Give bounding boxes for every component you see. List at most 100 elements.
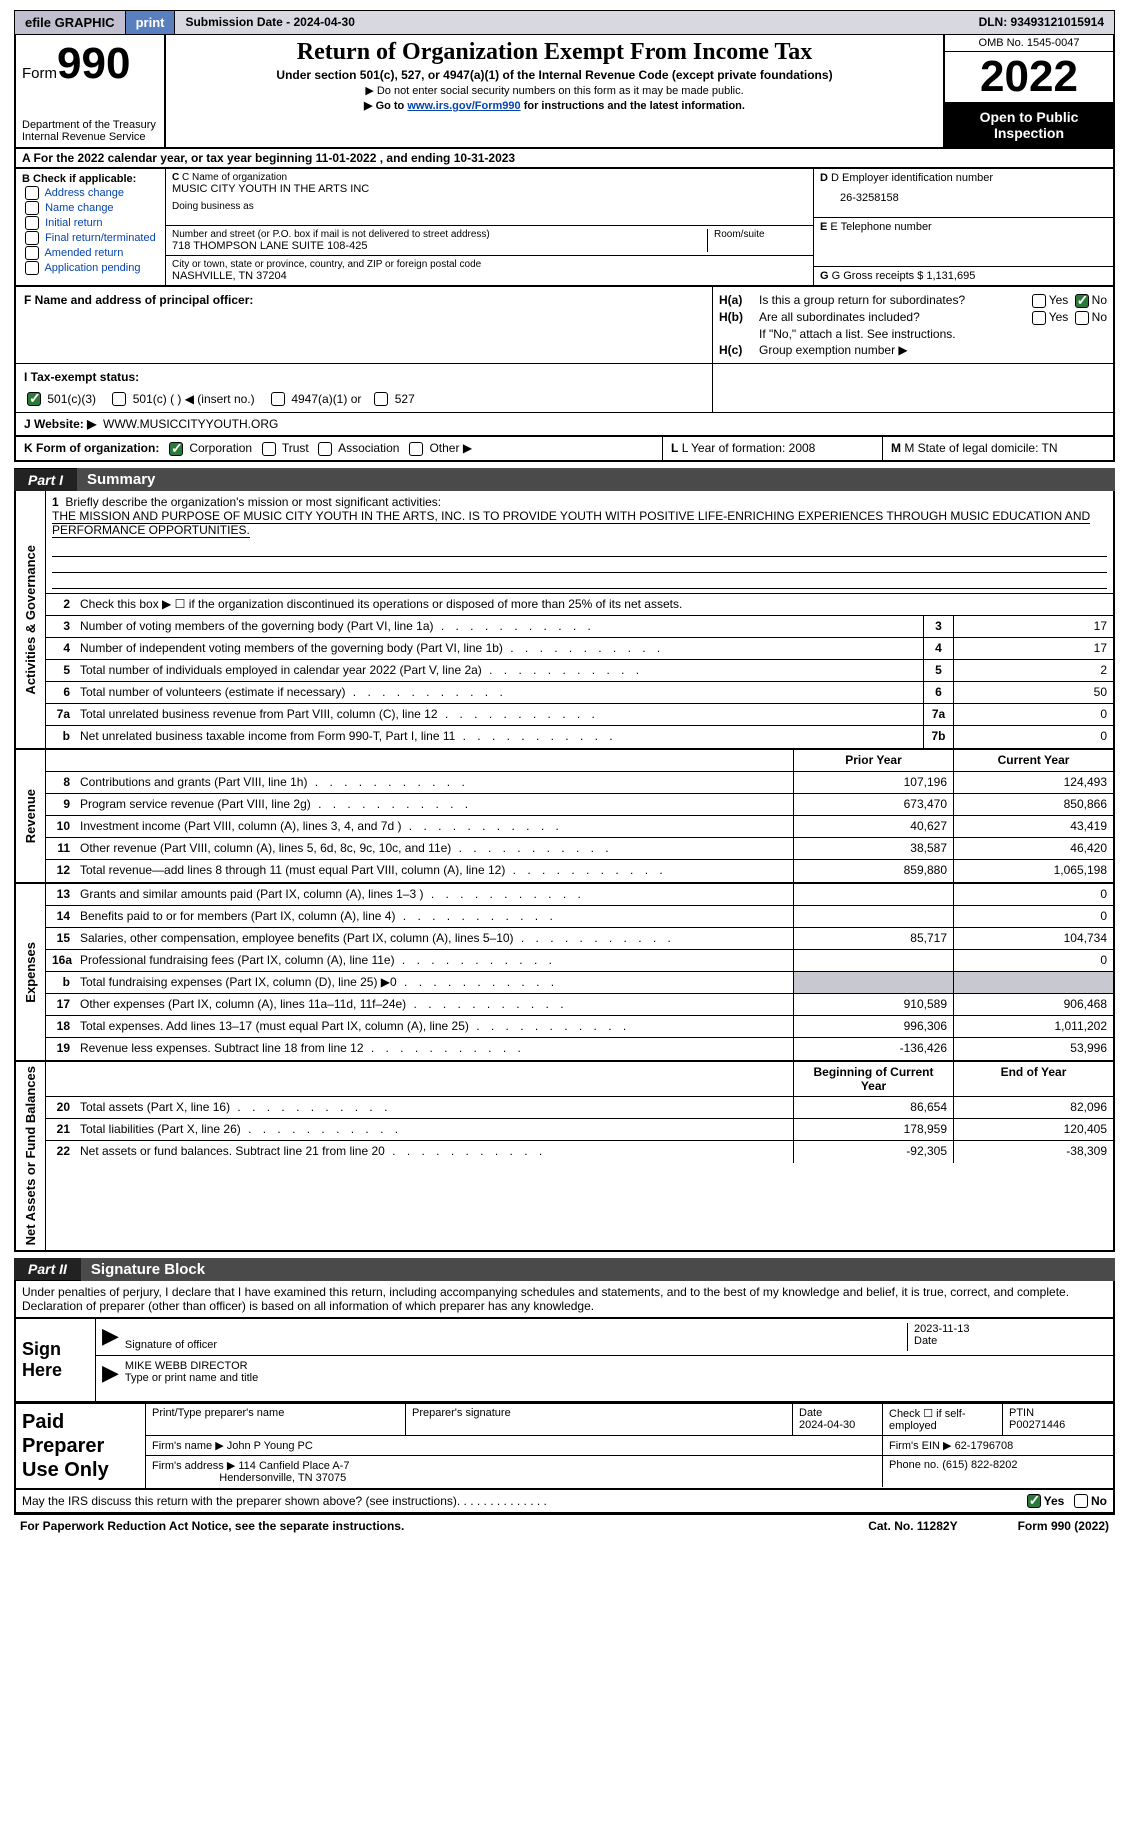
city-value: NASHVILLE, TN 37204 (172, 270, 807, 282)
table-row: 11Other revenue (Part VIII, column (A), … (46, 838, 1113, 860)
cb-amended[interactable]: Amended return (22, 246, 159, 260)
dln-label: DLN: 93493121015914 (969, 11, 1114, 34)
ein-label: D D Employer identification number (820, 172, 1107, 184)
year-formation: L L Year of formation: 2008 (663, 437, 883, 460)
cb-discuss-yes[interactable] (1027, 1494, 1041, 1508)
line1-num: 1 (52, 495, 59, 509)
irs-link[interactable]: www.irs.gov/Form990 (407, 100, 520, 112)
cb-name-change[interactable]: Name change (22, 201, 159, 215)
table-row: bNet unrelated business taxable income f… (46, 726, 1113, 748)
form-footer: Form 990 (2022) (1018, 1519, 1109, 1533)
line2-text: Check this box ▶ ☐ if the organization d… (76, 594, 1113, 615)
table-row: 5Total number of individuals employed in… (46, 660, 1113, 682)
dots: . . . . . . . . . . . . . . (457, 1494, 1024, 1508)
firm-addr-value: 114 Canfield Place A-7 (238, 1460, 349, 1472)
prep-sig-label: Preparer's signature (406, 1404, 793, 1435)
table-row: 9Program service revenue (Part VIII, lin… (46, 794, 1113, 816)
table-row: 17Other expenses (Part IX, column (A), l… (46, 994, 1113, 1016)
org-name-value: MUSIC CITY YOUTH IN THE ARTS INC (172, 183, 807, 195)
cb-initial-return[interactable]: Initial return (22, 216, 159, 230)
sign-here-label: Sign Here (16, 1319, 96, 1401)
table-row: 22Net assets or fund balances. Subtract … (46, 1141, 1113, 1163)
irs-label: Internal Revenue Service (22, 131, 158, 143)
cb-527[interactable] (374, 392, 388, 406)
org-name-label: C C Name of organization (172, 172, 807, 183)
top-bar: efile GRAPHIC print Submission Date - 20… (14, 10, 1115, 35)
cb-501c3[interactable] (27, 392, 41, 406)
form-title: Return of Organization Exempt From Incom… (170, 39, 939, 66)
state-domicile: M M State of legal domicile: TN (883, 437, 1113, 460)
submission-date: Submission Date - 2024-04-30 (175, 11, 364, 34)
cat-number: Cat. No. 11282Y (868, 1519, 957, 1533)
row-a-period: A For the 2022 calendar year, or tax yea… (14, 149, 1115, 169)
col-b-checkboxes: B Check if applicable: Address change Na… (16, 169, 166, 285)
ein-value: 26-3258158 (820, 184, 1107, 204)
name-type-label: Type or print name and title (125, 1372, 1107, 1384)
table-row: 4Number of independent voting members of… (46, 638, 1113, 660)
firm-ein-value: 62-1796708 (955, 1440, 1014, 1452)
table-row: bTotal fundraising expenses (Part IX, co… (46, 972, 1113, 994)
paid-preparer-label: Paid Preparer Use Only (16, 1404, 146, 1488)
cb-app-pending[interactable]: Application pending (22, 261, 159, 275)
tax-year: 2022 (945, 52, 1113, 103)
open-inspection: Open to Public Inspection (945, 103, 1113, 147)
firm-city: Hendersonville, TN 37075 (219, 1472, 346, 1484)
cb-corp[interactable] (169, 442, 183, 456)
cb-discuss-no[interactable] (1074, 1494, 1088, 1508)
cb-4947[interactable] (271, 392, 285, 406)
firm-name-value: John P Young PC (227, 1440, 313, 1452)
discuss-question: May the IRS discuss this return with the… (22, 1494, 457, 1508)
officer-name: MIKE WEBB DIRECTOR (125, 1360, 1107, 1372)
prep-check-self[interactable]: Check ☐ if self-employed (883, 1404, 1003, 1435)
ptin-value: P00271446 (1009, 1419, 1065, 1431)
cb-assoc[interactable] (318, 442, 332, 456)
cb-final-return[interactable]: Final return/terminated (22, 231, 159, 245)
table-row: 15Salaries, other compensation, employee… (46, 928, 1113, 950)
part1-header: Part I Summary (14, 468, 1115, 491)
efile-label: efile GRAPHIC (15, 11, 126, 34)
sec-expenses: Expenses (16, 884, 46, 1060)
addr-value: 718 THOMPSON LANE SUITE 108-425 (172, 240, 707, 252)
table-row: 18Total expenses. Add lines 13–17 (must … (46, 1016, 1113, 1038)
penalties-text: Under penalties of perjury, I declare th… (14, 1281, 1115, 1319)
sig-date-value: 2023-11-13 (914, 1323, 1107, 1335)
table-row: 12Total revenue—add lines 8 through 11 (… (46, 860, 1113, 882)
table-row: 13Grants and similar amounts paid (Part … (46, 884, 1113, 906)
firm-addr-label: Firm's address ▶ (152, 1460, 235, 1472)
phone-label: E E Telephone number (820, 221, 1107, 233)
dept-label: Department of the Treasury (22, 119, 158, 131)
line1-label: Briefly describe the organization's miss… (65, 495, 441, 509)
pra-notice: For Paperwork Reduction Act Notice, see … (20, 1519, 404, 1533)
firm-name-label: Firm's name ▶ (152, 1440, 224, 1452)
ptin-label: PTIN (1009, 1407, 1034, 1419)
sig-date-label: Date (914, 1335, 1107, 1347)
firm-phone: Phone no. (615) 822-8202 (883, 1456, 1113, 1487)
table-row: 7aTotal unrelated business revenue from … (46, 704, 1113, 726)
cb-trust[interactable] (262, 442, 276, 456)
prep-name-label: Print/Type preparer's name (146, 1404, 406, 1435)
form-subtitle: Under section 501(c), 527, or 4947(a)(1)… (170, 68, 939, 82)
sec-netassets: Net Assets or Fund Balances (16, 1062, 46, 1249)
table-row: 8Contributions and grants (Part VIII, li… (46, 772, 1113, 794)
website-value: WWW.MUSICCITYYOUTH.ORG (103, 417, 278, 431)
cb-address-change[interactable]: Address change (22, 186, 159, 200)
cb-other[interactable] (409, 442, 423, 456)
table-row: 16aProfessional fundraising fees (Part I… (46, 950, 1113, 972)
addr-label: Number and street (or P.O. box if mail i… (172, 229, 707, 240)
table-row: 19Revenue less expenses. Subtract line 1… (46, 1038, 1113, 1060)
print-button[interactable]: print (126, 11, 176, 34)
city-label: City or town, state or province, country… (172, 259, 807, 270)
table-row: 10Investment income (Part VIII, column (… (46, 816, 1113, 838)
line2-num: 2 (46, 594, 76, 615)
firm-ein-label: Firm's EIN ▶ (889, 1440, 952, 1452)
form-number: Form990 (22, 39, 158, 89)
table-row: 3Number of voting members of the governi… (46, 616, 1113, 638)
website-label: J Website: ▶ (24, 417, 96, 431)
cb-501c[interactable] (112, 392, 126, 406)
end-year-hdr: End of Year (953, 1062, 1113, 1096)
table-row: 20Total assets (Part X, line 16)86,65482… (46, 1097, 1113, 1119)
principal-officer: F Name and address of principal officer: (16, 287, 713, 363)
form-header: Form990 Department of the Treasury Inter… (14, 35, 1115, 149)
mission-text: THE MISSION AND PURPOSE OF MUSIC CITY YO… (52, 509, 1090, 538)
part2-header: Part II Signature Block (14, 1258, 1115, 1281)
